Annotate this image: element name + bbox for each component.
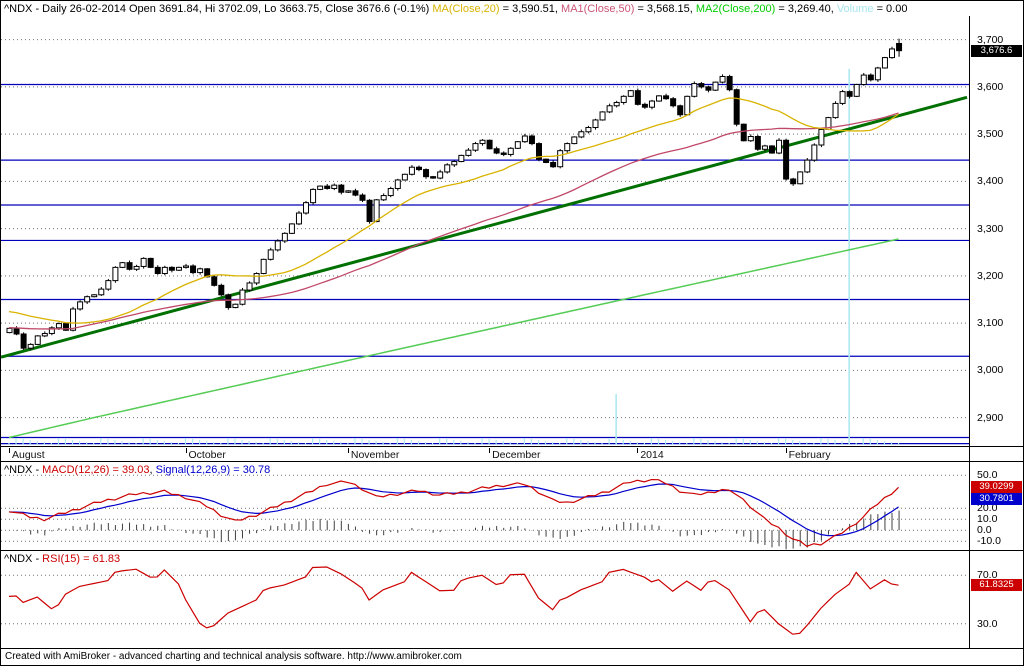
price-axis-tick-label: 3,400 xyxy=(977,175,1004,188)
macd-plot[interactable] xyxy=(1,462,969,550)
title-segment: = 3,590.51, xyxy=(499,3,562,15)
title-segment: MA1(Close,50) xyxy=(561,3,635,15)
date-axis-tick xyxy=(785,448,787,453)
macd-rsi-divider xyxy=(1,550,1023,551)
title-segment: = 3,269.40, xyxy=(775,3,837,15)
date-axis: August October November December 2014 Februar… xyxy=(1,446,1023,462)
price-axis-tick-label: 3,300 xyxy=(977,222,1004,235)
macd-axis-tick-label: -10.0 xyxy=(977,535,1001,548)
last-price-box: 3,676.6 xyxy=(971,44,1022,57)
rsi-y-axis: 70.0 30.0 61.8325 xyxy=(970,551,1023,648)
macd-histogram xyxy=(16,510,900,550)
macd-value-box: 39.0299 xyxy=(971,481,1022,494)
title-segment: Volume xyxy=(836,3,874,15)
price-axis-tick-label: 3,200 xyxy=(977,269,1004,282)
macd-axis-tick-label: 50.0 xyxy=(977,469,998,482)
title-segment: ^NDX - xyxy=(4,553,43,565)
date-axis-tick xyxy=(637,448,639,453)
title-segment: = 0.00 xyxy=(873,3,908,15)
date-axis-tick xyxy=(9,448,10,453)
date-axis-label: December xyxy=(492,449,541,461)
date-axis-label: October xyxy=(188,449,226,461)
volume-spike-lines xyxy=(615,68,850,444)
rsi-line xyxy=(8,566,899,635)
date-axis-label: February xyxy=(788,449,831,461)
title-segment: = 3,568.15, xyxy=(634,3,696,15)
price-axis-tick-label: 2,900 xyxy=(977,411,1004,424)
title-segment: ^NDX - xyxy=(4,464,43,476)
macd-gridlines xyxy=(1,474,969,542)
rsi-pane-title: ^NDX - RSI(15) = 61.83 xyxy=(4,552,120,566)
support-resistance-lines xyxy=(1,83,969,445)
ma200-line xyxy=(8,238,899,439)
trendline xyxy=(1,95,968,359)
rsi-plot[interactable] xyxy=(1,551,969,648)
footer-text: Created with AmiBroker - advanced charti… xyxy=(5,651,462,662)
rsi-axis-tick-label: 70.0 xyxy=(977,569,998,582)
price-chart-plot[interactable] xyxy=(1,16,969,446)
macd-y-axis: 50.0 20.0 10.0 0.0 -10.0 39.0299 30.7801 xyxy=(970,462,1023,550)
candles[interactable] xyxy=(6,38,903,351)
rsi-gridlines xyxy=(1,574,969,625)
macd-line xyxy=(8,478,899,548)
rsi-value-box: 61.8325 xyxy=(971,579,1022,592)
price-axis-tick-label: 3,100 xyxy=(977,317,1004,330)
date-axis-tick xyxy=(489,448,491,453)
footer-credit: Created with AmiBroker - advanced charti… xyxy=(1,648,1023,665)
price-pane-title: ^NDX - Daily 26-02-2014 Open 3691.84, Hi… xyxy=(4,2,907,16)
price-gridlines xyxy=(1,39,969,419)
date-axis-tick xyxy=(185,448,187,453)
price-axis-tick-label: 3,000 xyxy=(977,364,1004,377)
date-axis-tick xyxy=(347,448,349,453)
rsi-axis-tick-label: 30.0 xyxy=(977,617,998,630)
title-segment: MA(Close,20) xyxy=(432,3,500,15)
price-axis-tick-label: 3,500 xyxy=(977,128,1004,141)
signal-line xyxy=(8,483,899,537)
price-axis-tick-label: 3,700 xyxy=(977,33,1004,46)
macd-axis-tick-label: 0.0 xyxy=(977,524,992,537)
price-axis-tick-label: 3,600 xyxy=(977,80,1004,93)
ma50-line xyxy=(8,112,899,330)
volume-bars xyxy=(8,438,900,445)
title-segment: RSI(15) = 61.83 xyxy=(42,553,121,565)
macd-pane-title: ^NDX - MACD(12,26) = 39.03, Signal(12,26… xyxy=(4,463,270,477)
title-segment: Signal(12,26,9) = 30.78 xyxy=(155,464,271,476)
ma20-line xyxy=(8,97,899,324)
title-segment: MACD(12,26) = 39.03 xyxy=(42,464,150,476)
title-segment: , xyxy=(149,464,156,476)
price-y-axis: 3,700 3,600 3,500 3,400 3,300 3,200 3,100 3,000… xyxy=(970,16,1023,446)
date-axis-label: 2014 xyxy=(640,449,664,461)
title-segment: MA2(Close,200) xyxy=(695,3,776,15)
macd-axis-tick-label: 10.0 xyxy=(977,513,998,526)
title-segment: ^NDX - Daily 26-02-2014 Open 3691.84, Hi… xyxy=(4,3,433,15)
date-axis-label: August xyxy=(12,449,45,461)
plot-axis-separator-line xyxy=(969,16,970,648)
signal-value-box: 30.7801 xyxy=(971,493,1022,506)
date-axis-label: November xyxy=(350,449,400,461)
